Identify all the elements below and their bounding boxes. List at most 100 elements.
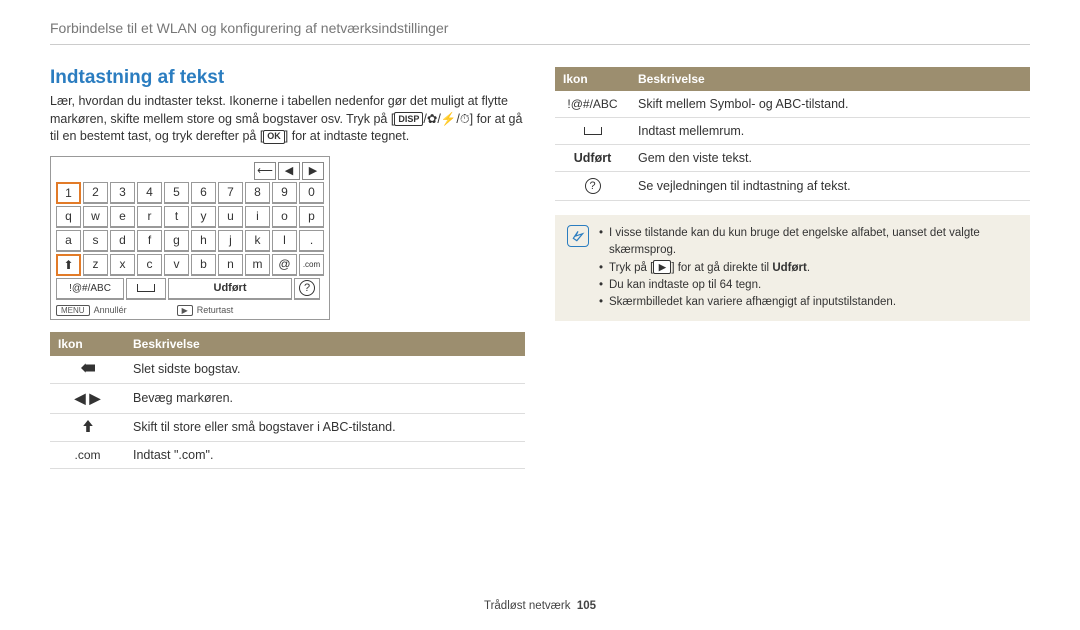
note-item: Tryk på [▶] for at gå direkte til Udført… — [599, 260, 1018, 277]
icon-cell — [50, 356, 125, 384]
table-row: Indtast mellemrum. — [555, 118, 1030, 145]
kbd-key[interactable]: c — [137, 254, 162, 276]
ok-key-icon: OK — [263, 130, 285, 144]
kbd-key[interactable]: . — [299, 230, 324, 252]
table-row: !@#/ABCSkift mellem Symbol- og ABC-tilst… — [555, 91, 1030, 118]
kbd-key[interactable]: f — [137, 230, 162, 252]
kbd-key[interactable]: e — [110, 206, 135, 228]
table-row: ?Se vejledningen til indtastning af teks… — [555, 172, 1030, 201]
th-desc: Beskrivelse — [125, 332, 525, 356]
kbd-key[interactable]: n — [218, 254, 243, 276]
th-icon: Ikon — [555, 67, 630, 91]
th-desc: Beskrivelse — [630, 67, 1030, 91]
kbd-key[interactable]: 2 — [83, 182, 108, 204]
kbd-backspace-key[interactable]: ⟵ — [254, 162, 276, 180]
kbd-key[interactable]: j — [218, 230, 243, 252]
kbd-footer-return: ▶Returtast — [177, 305, 234, 316]
icon-cell — [555, 118, 630, 145]
kbd-key[interactable]: g — [164, 230, 189, 252]
note-item: I visse tilstande kan du kun bruge det e… — [599, 225, 1018, 260]
space-icon — [137, 284, 155, 292]
desc-cell: Gem den viste tekst. — [630, 145, 1030, 172]
disp-key-icon: DISP — [394, 112, 423, 126]
kbd-key[interactable]: @ — [272, 254, 297, 276]
kbd-key[interactable]: 9 — [272, 182, 297, 204]
left-column: Indtastning af tekst Lær, hvordan du ind… — [50, 67, 525, 469]
kbd-key[interactable]: 1 — [56, 182, 81, 204]
icon-cell: !@#/ABC — [555, 91, 630, 118]
table-row: UdførtGem den viste tekst. — [555, 145, 1030, 172]
icon-cell: ? — [555, 172, 630, 201]
menu-key-icon: MENU — [56, 305, 90, 316]
section-title: Indtastning af tekst — [50, 67, 525, 89]
note-box: I visse tilstande kan du kun bruge det e… — [555, 215, 1030, 321]
kbd-key[interactable]: u — [218, 206, 243, 228]
note-icon — [567, 225, 589, 247]
kbd-key[interactable]: o — [272, 206, 297, 228]
flash-icon: ⚡ — [441, 112, 457, 126]
kbd-key[interactable]: m — [245, 254, 270, 276]
table-row: .comIndtast ".com". — [50, 441, 525, 468]
desc-cell: Slet sidste bogstav. — [125, 356, 525, 384]
desc-cell: Indtast ".com". — [125, 441, 525, 468]
kbd-key[interactable]: q — [56, 206, 81, 228]
kbd-key[interactable]: s — [83, 230, 108, 252]
icon-cell: .com — [50, 441, 125, 468]
desc-cell: Skift mellem Symbol- og ABC-tilstand. — [630, 91, 1030, 118]
kbd-key[interactable]: l — [272, 230, 297, 252]
kbd-key[interactable]: z — [83, 254, 108, 276]
page-footer: Trådløst netværk 105 — [0, 600, 1080, 612]
right-column: Ikon Beskrivelse !@#/ABCSkift mellem Sym… — [555, 67, 1030, 469]
note-item: Skærmbilledet kan variere afhængigt af i… — [599, 294, 1018, 311]
kbd-key[interactable]: ⬆ — [56, 254, 81, 276]
kbd-mode-key[interactable]: !@#/ABC — [56, 278, 124, 300]
kbd-key[interactable]: b — [191, 254, 216, 276]
kbd-cursor-right-key[interactable]: ▶ — [302, 162, 324, 180]
kbd-key[interactable]: y — [191, 206, 216, 228]
timer-icon: ⏱ — [460, 112, 470, 126]
intro-part3: ] for at indtaste tegnet. — [285, 129, 409, 143]
kbd-key[interactable]: v — [164, 254, 189, 276]
kbd-key[interactable]: d — [110, 230, 135, 252]
kbd-key[interactable]: w — [83, 206, 108, 228]
icon-cell — [50, 413, 125, 441]
kbd-key[interactable]: 4 — [137, 182, 162, 204]
kbd-key[interactable]: 0 — [299, 182, 324, 204]
desc-cell: Bevæg markøren. — [125, 383, 525, 413]
kbd-key[interactable]: k — [245, 230, 270, 252]
kbd-key[interactable]: .com — [299, 254, 324, 276]
kbd-done-key[interactable]: Udført — [168, 278, 292, 300]
icon-table-left: Ikon Beskrivelse Slet sidste bogstav.◀ ▶… — [50, 332, 525, 469]
play-key-icon: ▶ — [177, 305, 193, 316]
icon-table-right: Ikon Beskrivelse !@#/ABCSkift mellem Sym… — [555, 67, 1030, 201]
icon-cell: Udført — [555, 145, 630, 172]
breadcrumb: Forbindelse til et WLAN og konfigurering… — [50, 20, 1030, 45]
desc-cell: Skift til store eller små bogstaver i AB… — [125, 413, 525, 441]
desc-cell: Se vejledningen til indtastning af tekst… — [630, 172, 1030, 201]
kbd-key[interactable]: t — [164, 206, 189, 228]
kbd-cursor-left-key[interactable]: ◀ — [278, 162, 300, 180]
play-key-icon: ▶ — [653, 260, 671, 274]
kbd-key[interactable]: x — [110, 254, 135, 276]
kbd-key[interactable]: r — [137, 206, 162, 228]
table-row: Slet sidste bogstav. — [50, 356, 525, 384]
kbd-space-key[interactable] — [126, 278, 166, 300]
kbd-key[interactable]: i — [245, 206, 270, 228]
help-icon: ? — [299, 280, 315, 296]
intro-text: Lær, hvordan du indtaster tekst. Ikonern… — [50, 93, 525, 146]
th-icon: Ikon — [50, 332, 125, 356]
kbd-help-key[interactable]: ? — [294, 278, 320, 300]
kbd-key[interactable]: p — [299, 206, 324, 228]
icon-cell: ◀ ▶ — [50, 383, 125, 413]
intro-part1: Lær, hvordan du indtaster tekst. Ikonern… — [50, 94, 508, 126]
kbd-key[interactable]: h — [191, 230, 216, 252]
flower-icon: ✿ — [427, 112, 437, 126]
kbd-key[interactable]: a — [56, 230, 81, 252]
kbd-key[interactable]: 6 — [191, 182, 216, 204]
kbd-key[interactable]: 3 — [110, 182, 135, 204]
kbd-key[interactable]: 8 — [245, 182, 270, 204]
note-list: I visse tilstande kan du kun bruge det e… — [599, 225, 1018, 311]
kbd-key[interactable]: 5 — [164, 182, 189, 204]
kbd-key[interactable]: 7 — [218, 182, 243, 204]
desc-cell: Indtast mellemrum. — [630, 118, 1030, 145]
